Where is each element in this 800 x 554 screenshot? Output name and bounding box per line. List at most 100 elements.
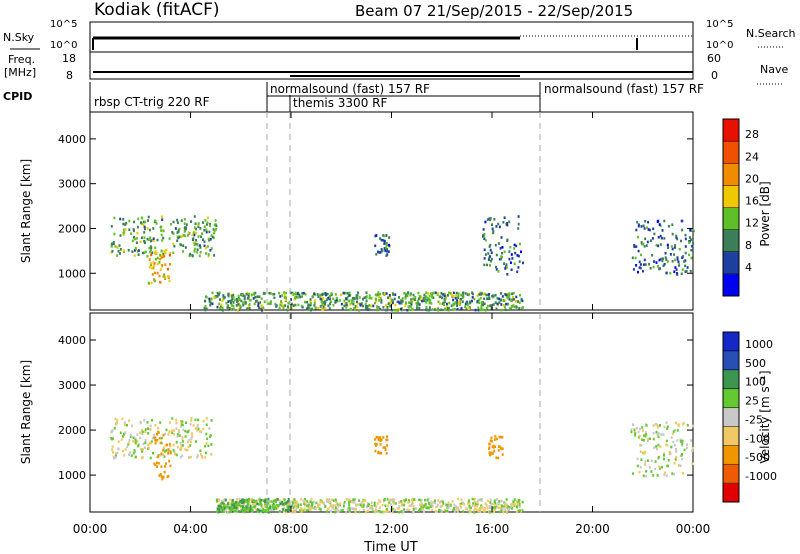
data-cell [213, 229, 216, 232]
data-cell [330, 300, 332, 304]
data-cell [191, 435, 194, 438]
data-cell [665, 271, 668, 275]
data-cell [218, 508, 221, 511]
data-cell [278, 291, 281, 295]
data-cell [380, 248, 383, 251]
data-cell [428, 294, 431, 298]
data-cell [686, 443, 688, 446]
data-cell [425, 506, 428, 509]
data-cell [644, 460, 647, 463]
nsky-label: N.Sky [3, 31, 35, 44]
data-cell [500, 447, 503, 451]
data-cell [235, 506, 238, 510]
data-cell [495, 505, 498, 509]
data-cell [233, 298, 236, 302]
data-cell [672, 472, 675, 476]
data-cell [286, 502, 289, 506]
data-cell [292, 506, 295, 509]
data-cell [689, 270, 692, 273]
data-cell [498, 510, 501, 514]
data-cell [211, 235, 214, 239]
data-cell [648, 262, 651, 266]
data-cell [406, 308, 409, 312]
data-cell [128, 419, 131, 422]
data-cell [224, 498, 227, 502]
data-cell [205, 417, 208, 420]
data-cell [644, 220, 647, 223]
data-cell [677, 263, 680, 266]
data-cell [255, 499, 258, 503]
data-cell [354, 503, 357, 506]
data-cell [164, 432, 166, 436]
data-cell [213, 223, 216, 227]
data-cell [217, 293, 220, 296]
data-cell [370, 304, 373, 308]
data-cell [490, 503, 493, 506]
data-cell [158, 474, 161, 477]
data-cell [248, 509, 251, 512]
data-cell [443, 294, 446, 298]
data-cell [190, 419, 193, 422]
data-cell [336, 508, 339, 511]
data-cell [197, 222, 200, 225]
data-cell [206, 223, 208, 226]
data-cell [110, 437, 113, 440]
data-cell [691, 462, 694, 465]
data-cell [447, 506, 450, 509]
data-cell [268, 291, 271, 295]
data-cell [506, 239, 509, 242]
data-cell [373, 503, 376, 507]
data-cell [243, 504, 246, 507]
data-cell [472, 502, 475, 505]
data-cell [471, 299, 473, 303]
data-cell [482, 292, 485, 296]
data-cell [295, 504, 297, 508]
data-cell [137, 443, 140, 447]
data-cell [214, 296, 217, 299]
data-cell [643, 434, 646, 437]
data-cell [485, 293, 488, 297]
data-cell [363, 499, 366, 502]
data-cell [199, 449, 202, 452]
data-cell [112, 451, 115, 454]
velocity-panel-frame [89, 312, 694, 513]
data-cell [490, 451, 493, 455]
data-cell [172, 449, 175, 452]
data-cell [449, 292, 452, 295]
data-cell [217, 506, 220, 510]
data-cell [171, 431, 174, 434]
data-cell [375, 234, 378, 237]
data-cell [229, 299, 232, 303]
data-cell [386, 444, 389, 447]
data-cell [149, 424, 152, 428]
nave-tick-low: 0 [711, 69, 718, 82]
nsearch-tick-low: 10^0 [706, 40, 733, 51]
data-cell [236, 504, 239, 507]
data-cell [383, 510, 385, 514]
data-cell [309, 302, 312, 305]
data-cell [166, 475, 169, 479]
data-cell [520, 509, 523, 513]
data-cell [209, 224, 211, 228]
data-cell [294, 291, 297, 295]
data-cell [424, 297, 427, 301]
data-cell [196, 454, 199, 457]
data-cell [240, 508, 243, 512]
data-cell [519, 242, 521, 246]
data-cell [345, 297, 348, 300]
colorbar-step [723, 185, 739, 208]
data-cell [337, 510, 340, 513]
data-cell [216, 510, 219, 513]
data-cell [382, 292, 385, 295]
data-cell [422, 296, 425, 300]
data-cell [146, 427, 149, 430]
data-cell [222, 294, 225, 297]
data-cell [239, 304, 242, 308]
data-cell [394, 502, 397, 505]
data-cell [364, 510, 367, 514]
data-cell [210, 453, 213, 456]
data-cell [324, 300, 327, 303]
data-cell [495, 456, 498, 460]
data-cell [456, 304, 458, 307]
data-cell [387, 504, 390, 508]
